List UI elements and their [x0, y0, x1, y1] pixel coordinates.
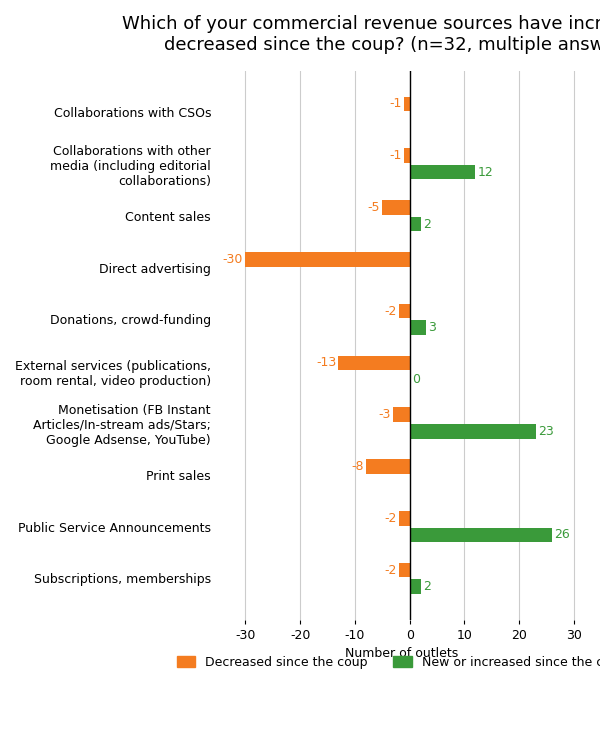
Text: -2: -2	[384, 304, 397, 318]
Bar	[393, 407, 410, 422]
Bar	[245, 252, 410, 267]
Bar	[382, 200, 410, 215]
Bar	[410, 165, 475, 179]
Bar	[410, 217, 421, 232]
Text: -13: -13	[316, 356, 336, 370]
Text: -2: -2	[384, 512, 397, 525]
Legend: Decreased since the coup, New or increased since the coup: Decreased since the coup, New or increas…	[172, 651, 600, 674]
Bar	[410, 528, 552, 542]
Bar	[399, 563, 410, 578]
Text: -3: -3	[379, 408, 391, 421]
Title: Which of your commercial revenue sources have increased or
decreased since the c: Which of your commercial revenue sources…	[122, 15, 600, 54]
Text: -2: -2	[384, 564, 397, 577]
Text: -8: -8	[351, 460, 364, 473]
Bar	[366, 459, 410, 474]
Text: 2: 2	[423, 580, 431, 593]
Bar	[404, 148, 410, 163]
Bar	[410, 424, 536, 439]
Text: 26: 26	[554, 528, 570, 542]
Text: -30: -30	[223, 253, 243, 266]
Bar	[404, 96, 410, 111]
Text: -5: -5	[368, 201, 380, 214]
Text: -1: -1	[389, 149, 402, 162]
Bar	[410, 579, 421, 594]
Bar	[410, 320, 426, 335]
Text: 3: 3	[428, 321, 436, 334]
Text: 23: 23	[538, 425, 554, 438]
Bar	[338, 356, 410, 370]
Bar	[399, 304, 410, 318]
Text: -1: -1	[389, 97, 402, 110]
Text: 2: 2	[423, 218, 431, 231]
Text: 12: 12	[478, 165, 493, 179]
Text: 0: 0	[412, 373, 420, 386]
X-axis label: Number of outlets: Number of outlets	[345, 648, 458, 661]
Bar	[399, 511, 410, 526]
